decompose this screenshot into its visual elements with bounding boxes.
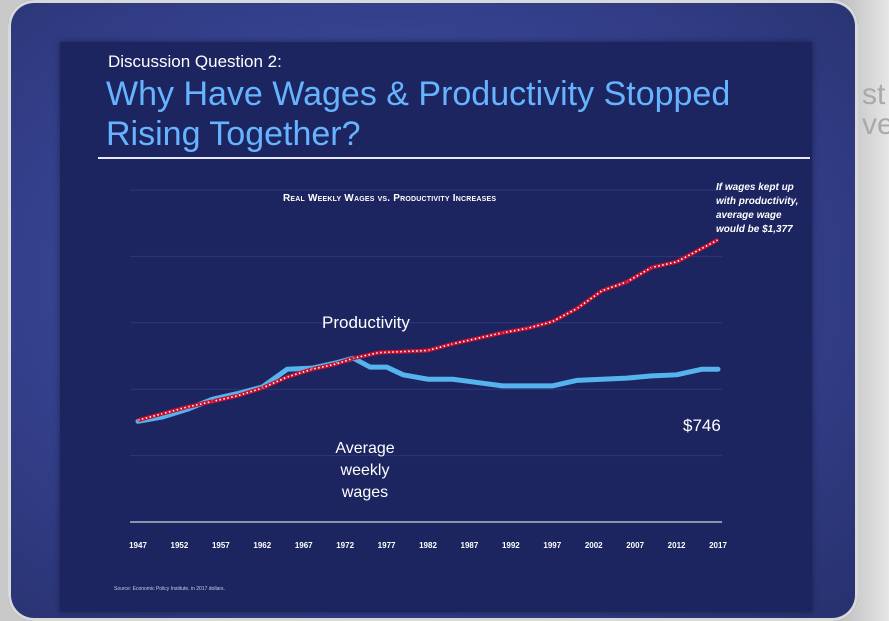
x-tick-label: 1982 (419, 541, 437, 550)
series-line-wages (135, 355, 721, 424)
productivity-point (700, 247, 703, 250)
background-ghost-text: st ve (862, 80, 889, 140)
wages-point (336, 361, 338, 364)
wages-point (650, 375, 653, 377)
productivity-point (286, 376, 288, 378)
chart-callout: If wages kept up with productivity, aver… (716, 182, 799, 235)
productivity-point (576, 307, 578, 310)
wages-label-line2: weekly (340, 462, 390, 479)
productivity-point (476, 337, 479, 340)
x-tick-label: 1967 (295, 541, 313, 550)
wages-point (452, 378, 454, 381)
x-tick-label: 2012 (668, 541, 686, 550)
x-tick-label: 2017 (709, 541, 727, 550)
wages-point (286, 368, 288, 371)
productivity-point (311, 368, 313, 371)
x-tick-label: 1997 (543, 541, 561, 550)
productivity-point (211, 400, 214, 403)
productivity-point (402, 350, 404, 353)
wages-label-line1: Average (335, 440, 395, 457)
productivity-point (501, 331, 504, 334)
x-tick-label: 2007 (626, 541, 644, 550)
wages-point (162, 416, 164, 418)
chart-title: Real Weekly Wages vs. Productivity Incre… (283, 193, 497, 204)
productivity-point (526, 327, 529, 330)
source-note: Source: Economic Policy Institute, in 20… (114, 586, 225, 592)
wages-label-line3: wages (341, 484, 389, 501)
wages-point (402, 374, 404, 376)
productivity-point (137, 419, 139, 421)
productivity-point (236, 395, 239, 397)
slide-title: Why Have Wages & Productivity Stopped Ri… (106, 75, 731, 153)
title-divider (98, 157, 810, 159)
wages-point (385, 366, 388, 368)
productivity-label: Productivity (322, 313, 410, 332)
wages-point (717, 368, 719, 371)
wages-point (551, 385, 554, 387)
wages-point (352, 357, 355, 360)
x-tick-label: 1962 (253, 541, 271, 550)
wages-point (211, 398, 214, 400)
wages-point (311, 367, 313, 369)
x-tick-label: 1947 (129, 541, 147, 550)
x-tick-label: 1987 (461, 541, 479, 550)
wages-point (526, 385, 529, 387)
wages-point (501, 385, 504, 387)
wages-point (476, 381, 479, 384)
productivity-point (162, 412, 164, 415)
series-line-productivity (137, 238, 719, 423)
x-tick-label: 2002 (585, 541, 603, 550)
productivity-point (427, 349, 429, 352)
productivity-point (650, 266, 653, 269)
wages-point (700, 368, 703, 371)
productivity-point (452, 343, 454, 345)
wages-point (675, 374, 678, 376)
productivity-point (717, 239, 719, 241)
x-tick-label: 1977 (378, 541, 396, 550)
wages-point (576, 379, 578, 382)
productivity-point (675, 261, 678, 263)
x-tick-label: 1972 (336, 541, 354, 550)
productivity-point (336, 362, 338, 365)
x-tick-label: 1952 (171, 541, 189, 550)
wages-point (261, 386, 264, 388)
wages-point (137, 420, 139, 423)
productivity-point (551, 320, 554, 323)
wages-end-value: $746 (683, 416, 721, 435)
wages-label: Average weekly wages (318, 438, 412, 504)
series-line-productivity-dots (137, 239, 719, 421)
wages-point (186, 408, 189, 410)
productivity-point (601, 289, 603, 292)
slide-subtitle: Discussion Question 2: (108, 52, 282, 71)
productivity-point (186, 406, 189, 408)
wages-point (626, 377, 628, 379)
slide-panel (60, 42, 812, 612)
productivity-point (261, 387, 264, 389)
wages-point (236, 392, 239, 395)
productivity-point (626, 281, 628, 283)
wages-point (369, 366, 371, 368)
productivity-point (377, 351, 380, 354)
x-tick-label: 1957 (212, 541, 230, 550)
wages-point (601, 378, 603, 381)
x-tick-label: 1992 (502, 541, 520, 550)
wages-point (427, 378, 429, 381)
